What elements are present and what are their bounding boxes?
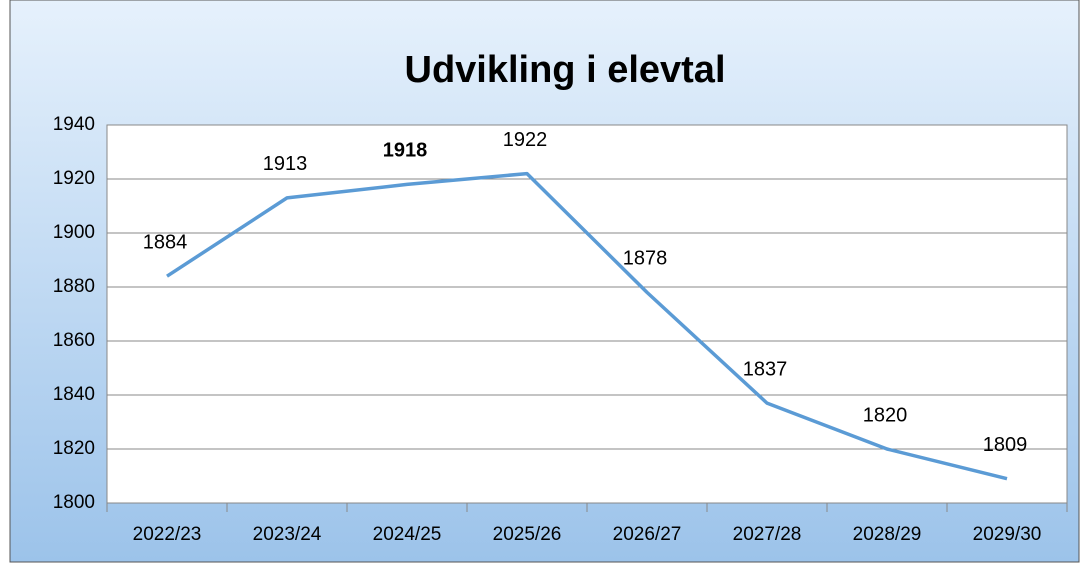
y-tick-label: 1860: [53, 330, 95, 351]
x-tick-label: 2028/29: [853, 524, 922, 545]
x-tick-label: 2029/30: [973, 524, 1042, 545]
x-tick-label: 2027/28: [733, 524, 802, 545]
y-tick-label: 1820: [53, 438, 95, 459]
chart-title: Udvikling i elevtal: [405, 49, 726, 91]
x-tick-label: 2024/25: [373, 524, 442, 545]
data-label: 1820: [863, 404, 908, 426]
x-tick-label: 2022/23: [133, 524, 202, 545]
data-label: 1884: [143, 231, 188, 253]
data-label: 1922: [503, 129, 548, 151]
y-tick-label: 1840: [53, 384, 95, 405]
line-series: [166, 171, 1008, 481]
y-tick-label: 1900: [53, 222, 95, 243]
x-tick-label: 2023/24: [253, 524, 322, 545]
y-tick-label: 1920: [53, 168, 95, 189]
data-label: 1809: [983, 434, 1028, 456]
y-tick-label: 1940: [53, 114, 95, 135]
x-tick-label: 2026/27: [613, 524, 682, 545]
y-tick-label: 1800: [53, 492, 95, 513]
x-tick-label: 2025/26: [493, 524, 562, 545]
data-label: 1918: [383, 140, 428, 162]
data-label: 1878: [623, 248, 668, 270]
data-label: 1837: [743, 358, 788, 380]
data-label: 1913: [263, 153, 308, 175]
y-tick-label: 1880: [53, 276, 95, 297]
plot-area: [106, 124, 1068, 504]
